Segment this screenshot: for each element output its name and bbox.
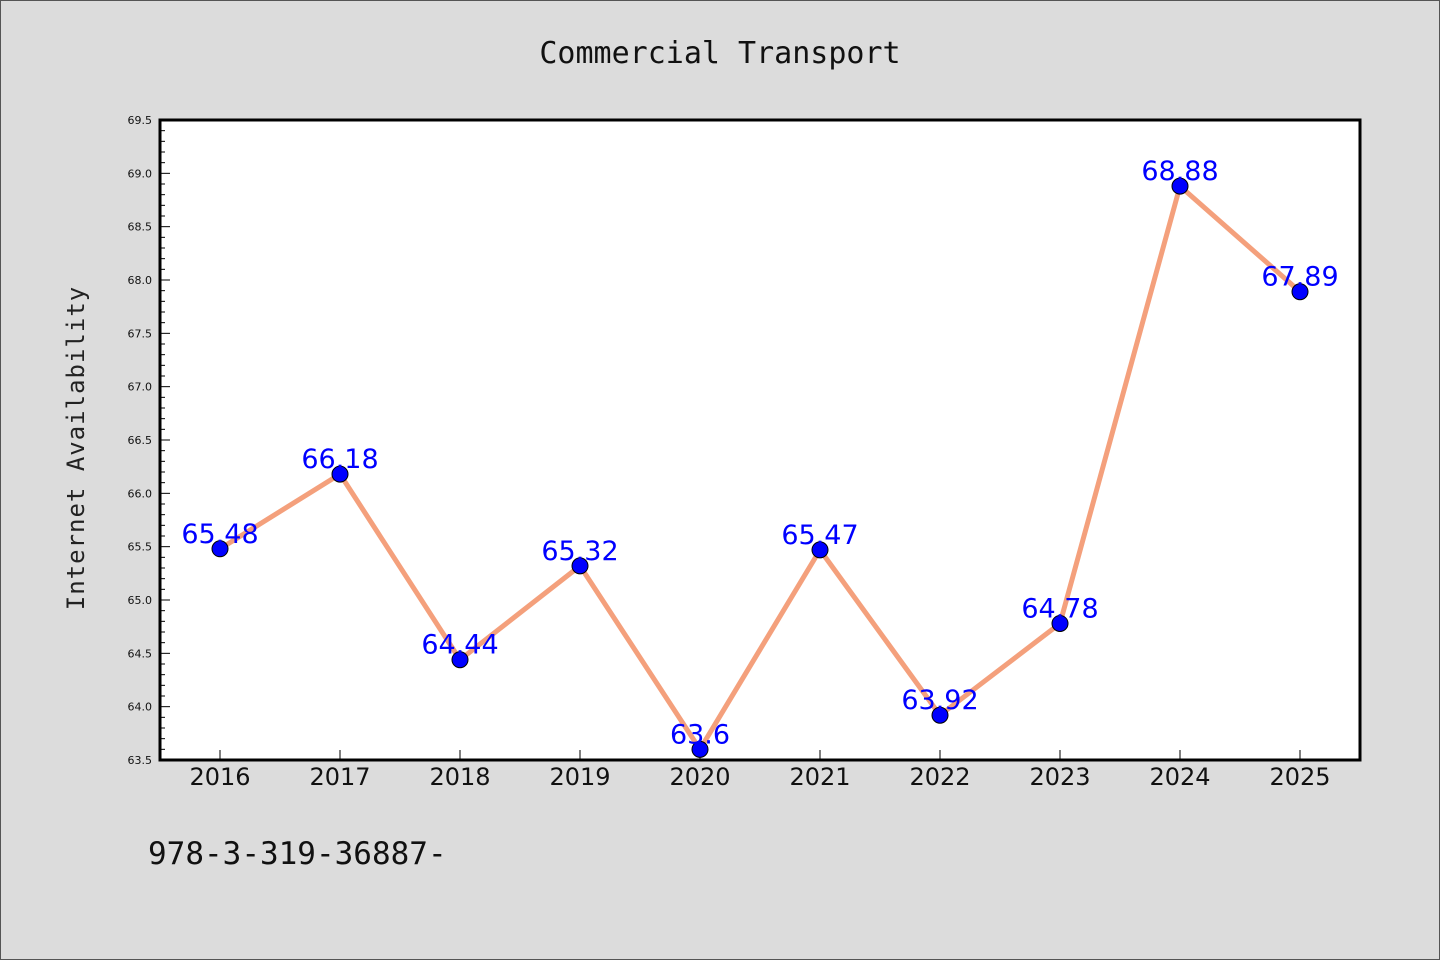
y-tick-label: 66.0 — [128, 487, 153, 500]
x-tick-label: 2018 — [429, 763, 490, 791]
x-tick-label: 2024 — [1149, 763, 1210, 791]
data-point — [331, 465, 349, 483]
data-point — [1291, 283, 1309, 301]
x-axis-ticks: 2016 2017 2018 2019 2020 2021 2022 2023 2024 2025 — [189, 750, 1331, 791]
y-tick-label: 67.5 — [128, 327, 153, 340]
y-tick-label: 64.0 — [128, 701, 153, 714]
y-tick-label: 64.5 — [128, 647, 153, 660]
y-tick-label: 68.0 — [128, 274, 153, 287]
x-tick-label: 2020 — [669, 763, 730, 791]
y-tick-label: 65.0 — [128, 594, 153, 607]
y-tick-label: 63.5 — [128, 754, 153, 767]
data-label: 65.47 — [781, 520, 858, 551]
data-point — [571, 557, 589, 575]
x-tick-label: 2022 — [909, 763, 970, 791]
data-point — [931, 706, 949, 724]
data-point — [691, 740, 709, 758]
y-tick-label: 69.5 — [128, 114, 153, 127]
data-label: 67.89 — [1261, 262, 1338, 293]
data-point — [1051, 614, 1069, 632]
y-tick-label: 67.0 — [128, 381, 153, 394]
data-point — [1171, 177, 1189, 195]
plot-area — [160, 120, 1360, 760]
data-label: 66.18 — [301, 444, 378, 475]
data-label: 68.88 — [1141, 156, 1218, 187]
y-axis-label: Internet Availability — [62, 286, 90, 610]
y-tick-label: 68.5 — [128, 221, 153, 234]
x-tick-label: 2025 — [1269, 763, 1330, 791]
x-tick-label: 2019 — [549, 763, 610, 791]
x-tick-label: 2016 — [189, 763, 250, 791]
y-tick-label: 66.5 — [128, 434, 153, 447]
data-label: 64.78 — [1021, 593, 1098, 624]
series-line — [217, 183, 1303, 752]
x-tick-label: 2017 — [309, 763, 370, 791]
footnote: 978-3-319-36887- — [148, 836, 447, 872]
x-tick-label: 2021 — [789, 763, 850, 791]
plot-frame — [158, 118, 1362, 762]
y-tick-label: 65.5 — [128, 541, 153, 554]
series-group: 65.48 66.18 64.44 65.32 63.6 65.47 63.92 64.78 6… — [181, 156, 1339, 758]
x-tick-label: 2023 — [1029, 763, 1090, 791]
data-label: 63.92 — [901, 685, 978, 716]
data-label: 65.32 — [541, 536, 618, 567]
data-label: 65.48 — [181, 519, 258, 550]
data-label: 64.44 — [421, 630, 498, 661]
chart-title: Commercial Transport — [539, 36, 900, 71]
data-point — [811, 541, 829, 559]
y-tick-label: 69.0 — [128, 167, 153, 180]
data-label: 63.6 — [670, 719, 730, 750]
data-point — [451, 651, 469, 669]
data-point — [211, 540, 229, 558]
